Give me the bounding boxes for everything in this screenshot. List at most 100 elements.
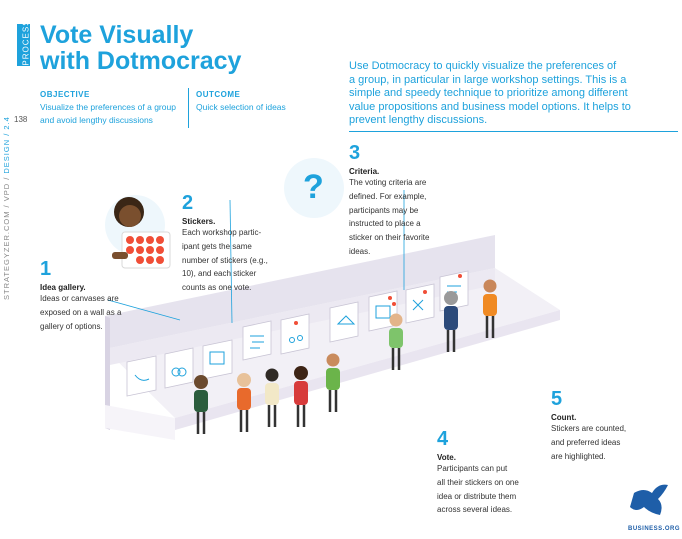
step-line: sticker on their favorite xyxy=(349,233,430,243)
step-line: across several ideas. xyxy=(437,505,513,515)
wall-end xyxy=(105,316,110,430)
page-title: Vote Visually with Dotmocracy xyxy=(40,22,241,74)
objective-line-2: and avoid lengthy discussions xyxy=(40,115,153,125)
intro-line: simple and speedy technique to prioritiz… xyxy=(349,87,628,100)
poster xyxy=(126,355,157,397)
participant xyxy=(265,368,279,427)
step-3: 3 Criteria. The voting criteria are defi… xyxy=(349,142,429,259)
intro-line: Use Dotmocracy to quickly visualize the … xyxy=(349,60,617,72)
step-number: 2 xyxy=(182,192,194,214)
participant xyxy=(483,279,497,338)
step-title: Idea gallery. xyxy=(40,283,86,292)
step-line: gallery of options. xyxy=(40,321,103,331)
intro-line: a group, in particular in large workshop… xyxy=(349,73,627,86)
step-4: 4 Vote. Participants can put all their s… xyxy=(437,428,519,517)
step-line: defined. For example, xyxy=(349,191,427,201)
poster-sketch xyxy=(375,305,391,319)
participant xyxy=(326,353,340,412)
objective-block: OBJECTIVE Visualize the preferences of a… xyxy=(40,90,176,127)
step-line: The voting criteria are xyxy=(349,178,427,187)
step-line: idea or distribute them xyxy=(437,491,517,501)
poster-sketch xyxy=(336,315,356,325)
wall-top xyxy=(105,235,495,349)
page-number: 138 xyxy=(14,115,28,124)
logo-text: BUSINESS.ORG xyxy=(628,526,681,532)
poster xyxy=(280,313,310,355)
poster xyxy=(202,339,233,380)
poster-sketch xyxy=(297,335,303,341)
step-1: 1 Idea gallery. Ideas or canvases are ex… xyxy=(40,258,121,333)
participants xyxy=(194,279,497,434)
poster xyxy=(242,320,272,361)
step-line: ideas. xyxy=(349,246,371,256)
poster-sketch xyxy=(134,374,150,381)
step-line: number of stickers (e.g., xyxy=(182,255,268,265)
step-5: 5 Count. Stickers are counted, and prefe… xyxy=(551,388,626,463)
section-badge: PROCESS xyxy=(17,19,31,66)
step-number: 3 xyxy=(349,142,361,164)
connector-line xyxy=(107,299,181,321)
wall-base xyxy=(105,405,175,440)
connector-line xyxy=(229,199,233,324)
step-line: and preferred ideas xyxy=(551,437,621,447)
poster-sketch xyxy=(412,299,424,311)
vote-sticker xyxy=(392,302,396,306)
poster-sketch xyxy=(289,337,295,343)
step-number: 4 xyxy=(437,428,449,450)
poster-sketch xyxy=(171,367,181,377)
step-title: Criteria. xyxy=(349,167,380,176)
sticker-dots xyxy=(126,236,164,264)
outcome-label: OUTCOME xyxy=(196,90,241,99)
vote-sticker xyxy=(388,296,392,300)
intro-line: value propositions and business model op… xyxy=(349,100,631,113)
step-line: Participants can put xyxy=(437,464,508,473)
step-number: 5 xyxy=(551,388,563,410)
participant xyxy=(237,373,251,432)
step-line: instructed to place a xyxy=(349,219,421,229)
step-line: participants may be xyxy=(349,205,419,215)
portrait-hand xyxy=(112,252,128,259)
objective-label: OBJECTIVE xyxy=(40,90,90,99)
column-divider xyxy=(188,88,189,128)
step-number: 1 xyxy=(40,258,52,280)
intro-line: prevent lengthy discussions. xyxy=(349,114,488,127)
step-2: 2 Stickers. Each workshop partic- ipant … xyxy=(182,192,268,295)
step-title: Count. xyxy=(551,413,577,422)
vote-sticker xyxy=(294,321,298,325)
poster-sketch xyxy=(250,335,264,349)
poster xyxy=(164,347,194,389)
outcome-block: OUTCOME Quick selection of ideas xyxy=(196,90,286,114)
poster xyxy=(439,270,469,312)
logo-bird-icon xyxy=(630,484,668,515)
participant xyxy=(294,366,308,427)
step-line: Ideas or canvases are xyxy=(40,294,119,303)
step-title: Stickers. xyxy=(182,217,216,226)
question-circle xyxy=(284,158,344,218)
step-line: 10), and each sticker xyxy=(182,269,257,279)
objective-line-1: Visualize the preferences of a group xyxy=(40,102,176,112)
step-line: all their stickers on one xyxy=(437,477,519,487)
poster xyxy=(329,301,359,343)
vote-sticker xyxy=(458,274,462,278)
portrait-face xyxy=(119,205,141,227)
step-line: ipant gets the same xyxy=(182,241,252,251)
step-title: Vote. xyxy=(437,453,456,462)
question-mark-icon: ? xyxy=(303,168,324,206)
step-line: counts as one vote. xyxy=(182,283,252,293)
step-line: are highlighted. xyxy=(551,451,606,461)
outcome-line-1: Quick selection of ideas xyxy=(196,102,286,112)
vote-sticker xyxy=(423,290,427,294)
header-rule xyxy=(349,131,678,132)
step-line: exposed on a wall as a xyxy=(40,307,122,317)
title-line-2: with Dotmocracy xyxy=(40,47,242,75)
step-line: Each workshop partic- xyxy=(182,228,262,237)
participant xyxy=(444,291,458,352)
title-line-1: Vote Visually xyxy=(40,21,194,49)
participant xyxy=(389,313,403,370)
poster-sketch xyxy=(209,351,225,365)
intro-paragraph: Use Dotmocracy to quickly visualize the … xyxy=(349,60,639,128)
step-line: Stickers are counted, xyxy=(551,424,627,433)
poster-sketch xyxy=(177,367,187,377)
participant xyxy=(194,375,208,434)
